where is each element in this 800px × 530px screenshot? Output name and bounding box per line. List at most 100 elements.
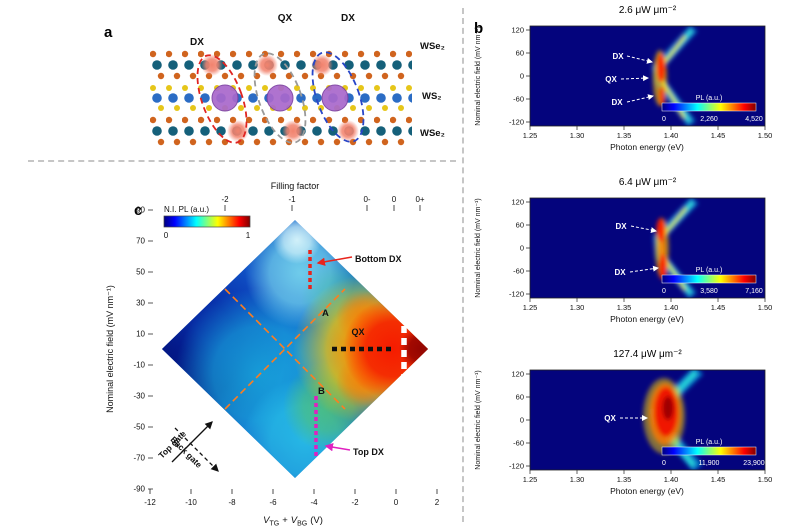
tick: 0 [520, 72, 524, 81]
colorbar [661, 446, 757, 456]
x-tick-labels: 1.25 1.30 1.35 1.40 1.45 1.50 [523, 131, 773, 140]
colorbar-tick: 7,160 [745, 288, 763, 295]
divider-horizontal [28, 160, 456, 162]
tick-marks [526, 201, 766, 302]
tick: 1.25 [523, 131, 538, 140]
tick: -12 [144, 498, 156, 507]
colorbar-tick: 23,900 [743, 460, 765, 467]
tick: 0- [363, 195, 370, 204]
qx-ellipse [253, 52, 307, 144]
tick-marks [526, 29, 766, 130]
top-tick-marks [224, 205, 421, 211]
tick: 1.50 [758, 131, 773, 140]
tick: -2 [221, 195, 229, 204]
tick: 60 [516, 49, 524, 58]
ni-pl-colorbar: N.I. PL (a.u.) 0 1 [163, 205, 251, 240]
pl-map-1-annotations: DX QX DX [605, 52, 654, 107]
back-gate-arrow [174, 427, 219, 472]
layer-label-mid: WS₂ [422, 91, 442, 102]
pl-map-3-annotations: QX [604, 414, 648, 423]
colorbar-tick: 0 [662, 460, 666, 467]
pl-map-2-title: 6.4 μW μm⁻² [618, 177, 677, 188]
pl-map-2: DX DX PL (a.u.) 0 3,580 7,160 1.25 1.30 1.… [475, 198, 773, 325]
annotation-qx: QX [604, 414, 616, 423]
tick: -70 [133, 454, 145, 463]
xlabel-part: TG [269, 521, 279, 528]
dx-left-label: DX [190, 37, 204, 48]
tick: 1.45 [711, 303, 726, 312]
charged-sites [211, 84, 349, 112]
tick-marks [526, 373, 766, 474]
xlabel-part: (V) [310, 515, 323, 526]
y-tick-labels: 90 70 50 30 10 -10 -30 -50 -70 -90 [133, 206, 145, 494]
tick: 0+ [415, 195, 424, 204]
tick: -2 [351, 498, 359, 507]
filling-factor-label: Filling factor [271, 181, 320, 191]
tick: 1.50 [758, 475, 773, 484]
colorbar-title: N.I. PL (a.u.) [164, 205, 209, 214]
y-axis-label: Nominal electric field (mV nm⁻¹) [475, 198, 482, 297]
colorbar-tick: 0 [662, 116, 666, 123]
tick: -120 [509, 118, 524, 127]
pl-map-3: QX PL (a.u.) 0 11,900 23,900 1.25 1.30 1.3… [475, 370, 773, 497]
crystal-structure: DX QX DX WSe₂ WS₂ WSe₂ [150, 13, 445, 146]
top-tick-labels: -2 -1 0- 0 0+ [221, 195, 424, 204]
pl-map-block-2: 6.4 μW μm⁻² DX DX [470, 176, 800, 332]
y-tick-labels: 120 60 0 -60 -120 [509, 198, 524, 299]
dx-ellipse-right [311, 51, 365, 143]
annotation-arrow [626, 94, 654, 103]
atom-layer-bottom [150, 116, 412, 146]
x-tick-labels: 1.25 1.30 1.35 1.40 1.45 1.50 [523, 303, 773, 312]
colorbar-label: PL (a.u.) [696, 95, 723, 102]
pl-map-block-1: 2.6 μW μm⁻² DX QX DX [470, 4, 800, 160]
xlabel-part: + [282, 515, 288, 526]
colorbar-tick: 11,900 [699, 460, 720, 467]
x-axis-label: Photon energy (eV) [610, 314, 684, 324]
point-b-label: B [318, 386, 325, 397]
tick: -8 [228, 498, 236, 507]
tick: 1.45 [711, 475, 726, 484]
tick: 0 [392, 195, 397, 204]
tick: -4 [310, 498, 318, 507]
tick: -6 [269, 498, 277, 507]
xlabel-part: V [291, 515, 299, 526]
tick: -30 [133, 392, 145, 401]
y-axis-label: Nominal electric field (mV nm⁻¹) [475, 370, 482, 469]
x-axis-label: VTG + VBG (V) [263, 515, 323, 528]
dx-right-label: DX [341, 13, 355, 24]
colorbar-tick: 1 [246, 231, 251, 240]
gate-axis-guide-1 [224, 288, 346, 410]
colorbar-tick: 3,580 [700, 288, 718, 295]
pl-map-1: DX QX DX PL (a.u.) 0 2,260 4,520 1.25 1.3… [475, 26, 773, 153]
bottom-dx-label: Bottom DX [355, 254, 402, 264]
annotation-arrow [626, 55, 653, 64]
tick: 1.35 [617, 303, 632, 312]
tick: 1.45 [711, 131, 726, 140]
tick: -120 [509, 290, 524, 299]
colorbar-tick: 2,260 [700, 116, 718, 123]
annotation-dx-lower: DX [611, 98, 623, 107]
pl-map-3-colorbar: PL (a.u.) 0 11,900 23,900 [661, 439, 765, 467]
annotation-dx-upper: DX [612, 52, 624, 61]
x-axis-label: Photon energy (eV) [610, 142, 684, 152]
layer-label-bottom: WSe₂ [420, 128, 445, 139]
pl-map-2-annotations: DX DX [614, 222, 659, 277]
xlabel-part: V [263, 515, 271, 526]
x-axis-label: Photon energy (eV) [610, 486, 684, 496]
panel-b-label: b [474, 20, 484, 37]
colorbar-tick: 4,520 [745, 116, 763, 123]
tick: 1.35 [617, 475, 632, 484]
y-axis-label: Nominal electric field (mV nm⁻¹) [475, 26, 482, 125]
annotation-dx-upper: DX [615, 222, 627, 231]
point-a-label: A [322, 308, 329, 319]
tick: 1.40 [664, 131, 679, 140]
tick: 1.50 [758, 303, 773, 312]
pl-map-1-colorbar: PL (a.u.) 0 2,260 4,520 [661, 95, 763, 123]
tick: 120 [511, 26, 524, 35]
layer-label-top: WSe₂ [420, 41, 445, 52]
panel-c-label: c [134, 202, 143, 219]
xlabel-part: BG [297, 521, 307, 528]
tick: -1 [288, 195, 296, 204]
tick: 0 [394, 498, 399, 507]
